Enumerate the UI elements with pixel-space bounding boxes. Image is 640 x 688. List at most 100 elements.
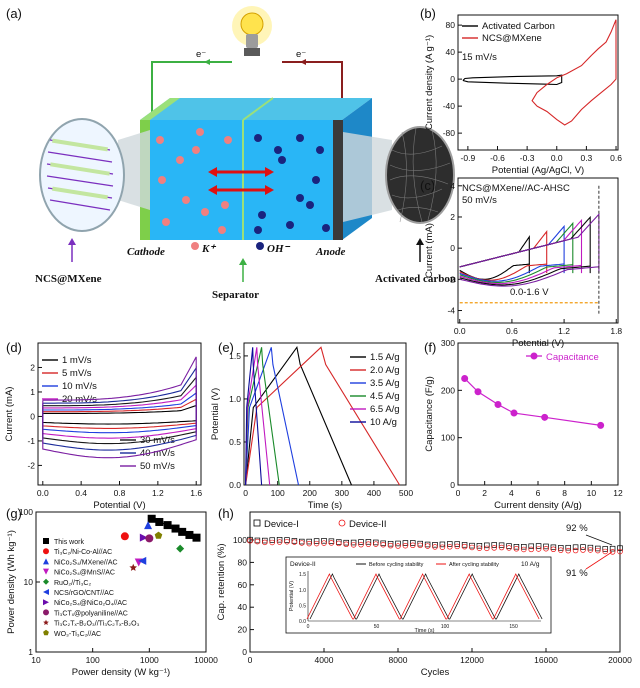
x-tick-label: 6 [536, 488, 541, 498]
x-tick-label: 1.8 [610, 326, 622, 336]
y-tick-label: -40 [443, 101, 456, 111]
anode-label: Anode [315, 246, 345, 258]
marker-square [373, 539, 379, 546]
marker-circle [609, 549, 616, 555]
marker-triangle-right [139, 533, 148, 542]
ncs-mxene-label: NCS@MXene [35, 273, 102, 285]
marker-circle [350, 542, 357, 548]
x-tick-label: 10000 [194, 655, 218, 665]
activated-carbon-magnified-view [343, 126, 455, 224]
x-tick-label: 4 [509, 488, 514, 498]
marker-square [587, 544, 594, 551]
marker-circle [328, 540, 335, 546]
marker-circle [602, 548, 608, 555]
panel-b-cv-comparison: (b) -0.9 -0.6 -0.3 0.0 0.3 0.6 -80 -40 0 40 80 Poten… [420, 6, 622, 176]
hydroxide-ion-dot [278, 156, 286, 164]
capacitance-point [461, 375, 469, 382]
marker-circle [454, 543, 460, 550]
y-tick-label: 200 [441, 385, 455, 395]
marker-circle [247, 538, 253, 544]
legend-label: Device-II [349, 519, 386, 530]
y-tick-label: 0.0 [229, 480, 241, 490]
y-tick-label: 100 [233, 535, 247, 545]
marker-square [185, 530, 194, 539]
gcd-curve-6 [245, 347, 263, 486]
marker-square [328, 538, 335, 544]
potassium-ion-dot [224, 136, 232, 144]
marker-circle [587, 547, 594, 553]
panel-e-gcd-curves: (e) 0 100 200 300 400 500 0.0 0.5 1.0 1.5 Time (s) P… [210, 340, 413, 511]
marker-square [321, 538, 327, 544]
marker-square [521, 544, 527, 550]
legend-label: Capacitance [546, 352, 599, 363]
x-tick-label: 8000 [389, 655, 408, 665]
potassium-ion-dot [221, 201, 229, 209]
marker-square [365, 539, 372, 545]
marker-square [572, 544, 579, 550]
x-axis-label: Power density (W kg⁻¹) [72, 667, 170, 678]
marker-circle [432, 544, 438, 550]
plot-frame [457, 14, 619, 151]
marker-triangle-down [43, 568, 49, 575]
capacitance-point [541, 413, 549, 421]
x-tick-label: 0.0 [37, 488, 49, 498]
legend-label: 10 A/g [370, 417, 397, 428]
marker-circle [491, 545, 497, 551]
activated-carbon-label: Activated carbon [375, 273, 456, 285]
potassium-ion-dot [156, 136, 164, 144]
inset-y-tick: 1.0 [299, 588, 306, 594]
panel-label-b: (b) [420, 6, 436, 21]
inset-x-tick: 150 [509, 624, 518, 630]
plot-frame [457, 342, 619, 486]
marker-circle [617, 548, 623, 555]
marker-circle [395, 543, 401, 549]
marker-square [343, 539, 349, 546]
legend-label: 2.0 A/g [370, 365, 400, 376]
marker-circle [558, 547, 564, 553]
x-tick-label: 0 [456, 488, 461, 498]
ncs-mxene-magnified-view [39, 118, 150, 232]
potassium-ion-dot [182, 196, 190, 204]
y-axis-label: Potential (V) [210, 388, 221, 440]
inset-y-tick: 0.0 [299, 619, 306, 625]
potassium-ion-dot [162, 218, 170, 226]
legend-label: 1.5 A/g [370, 352, 400, 363]
window-range-label: 0.0-1.6 V [510, 287, 549, 298]
marker-square [491, 542, 497, 548]
legend-label: 1 mV/s [62, 355, 92, 366]
capacitance-point [474, 388, 482, 396]
x-tick-label: -0.9 [461, 153, 476, 163]
gcd-curve-3 [245, 347, 300, 486]
potassium-ion-dot [176, 156, 184, 164]
marker-circle [595, 547, 601, 554]
y-tick-label: 1 [30, 387, 35, 397]
marker-square [163, 521, 172, 530]
y-tick-label: -1 [27, 436, 35, 446]
y-tick-label: 40 [446, 47, 456, 57]
panel-label-a: (a) [6, 6, 22, 21]
ion-transport-arrows [208, 167, 274, 195]
inset-y-tick: 0.5 [299, 603, 306, 609]
y-tick-label: 100 [19, 507, 33, 517]
marker-circle [580, 547, 586, 553]
marker-square [595, 545, 601, 552]
capacitance-line [464, 378, 601, 426]
x-tick-label: 10 [31, 655, 41, 665]
potassium-ion-dot [196, 128, 204, 136]
inset-device-label: Device-II [290, 561, 316, 568]
panel-d-cv-scan-rates: (d) 0.0 0.4 0.8 1.2 1.6 -2 -1 0 1 2 Potential (V) Cu… [4, 340, 202, 511]
marker-circle [254, 538, 261, 545]
panel-label-g: (g) [6, 506, 22, 521]
y-axis-label: Cap. retention (%) [216, 543, 227, 620]
marker-circle [365, 541, 372, 547]
x-tick-label: 0.8 [114, 488, 126, 498]
panel-label-f: (f) [424, 340, 436, 355]
inset-x-tick: 50 [374, 624, 380, 630]
scan-rate-annotation: 15 mV/s [462, 52, 497, 63]
inset-gcd-curve [306, 573, 540, 620]
x-tick-label: 12000 [460, 655, 484, 665]
electron-label-left: e⁻ [196, 49, 206, 60]
marker-diamond [43, 578, 49, 585]
capacitance-point [494, 401, 502, 409]
hydroxide-ion-dot [258, 211, 266, 219]
